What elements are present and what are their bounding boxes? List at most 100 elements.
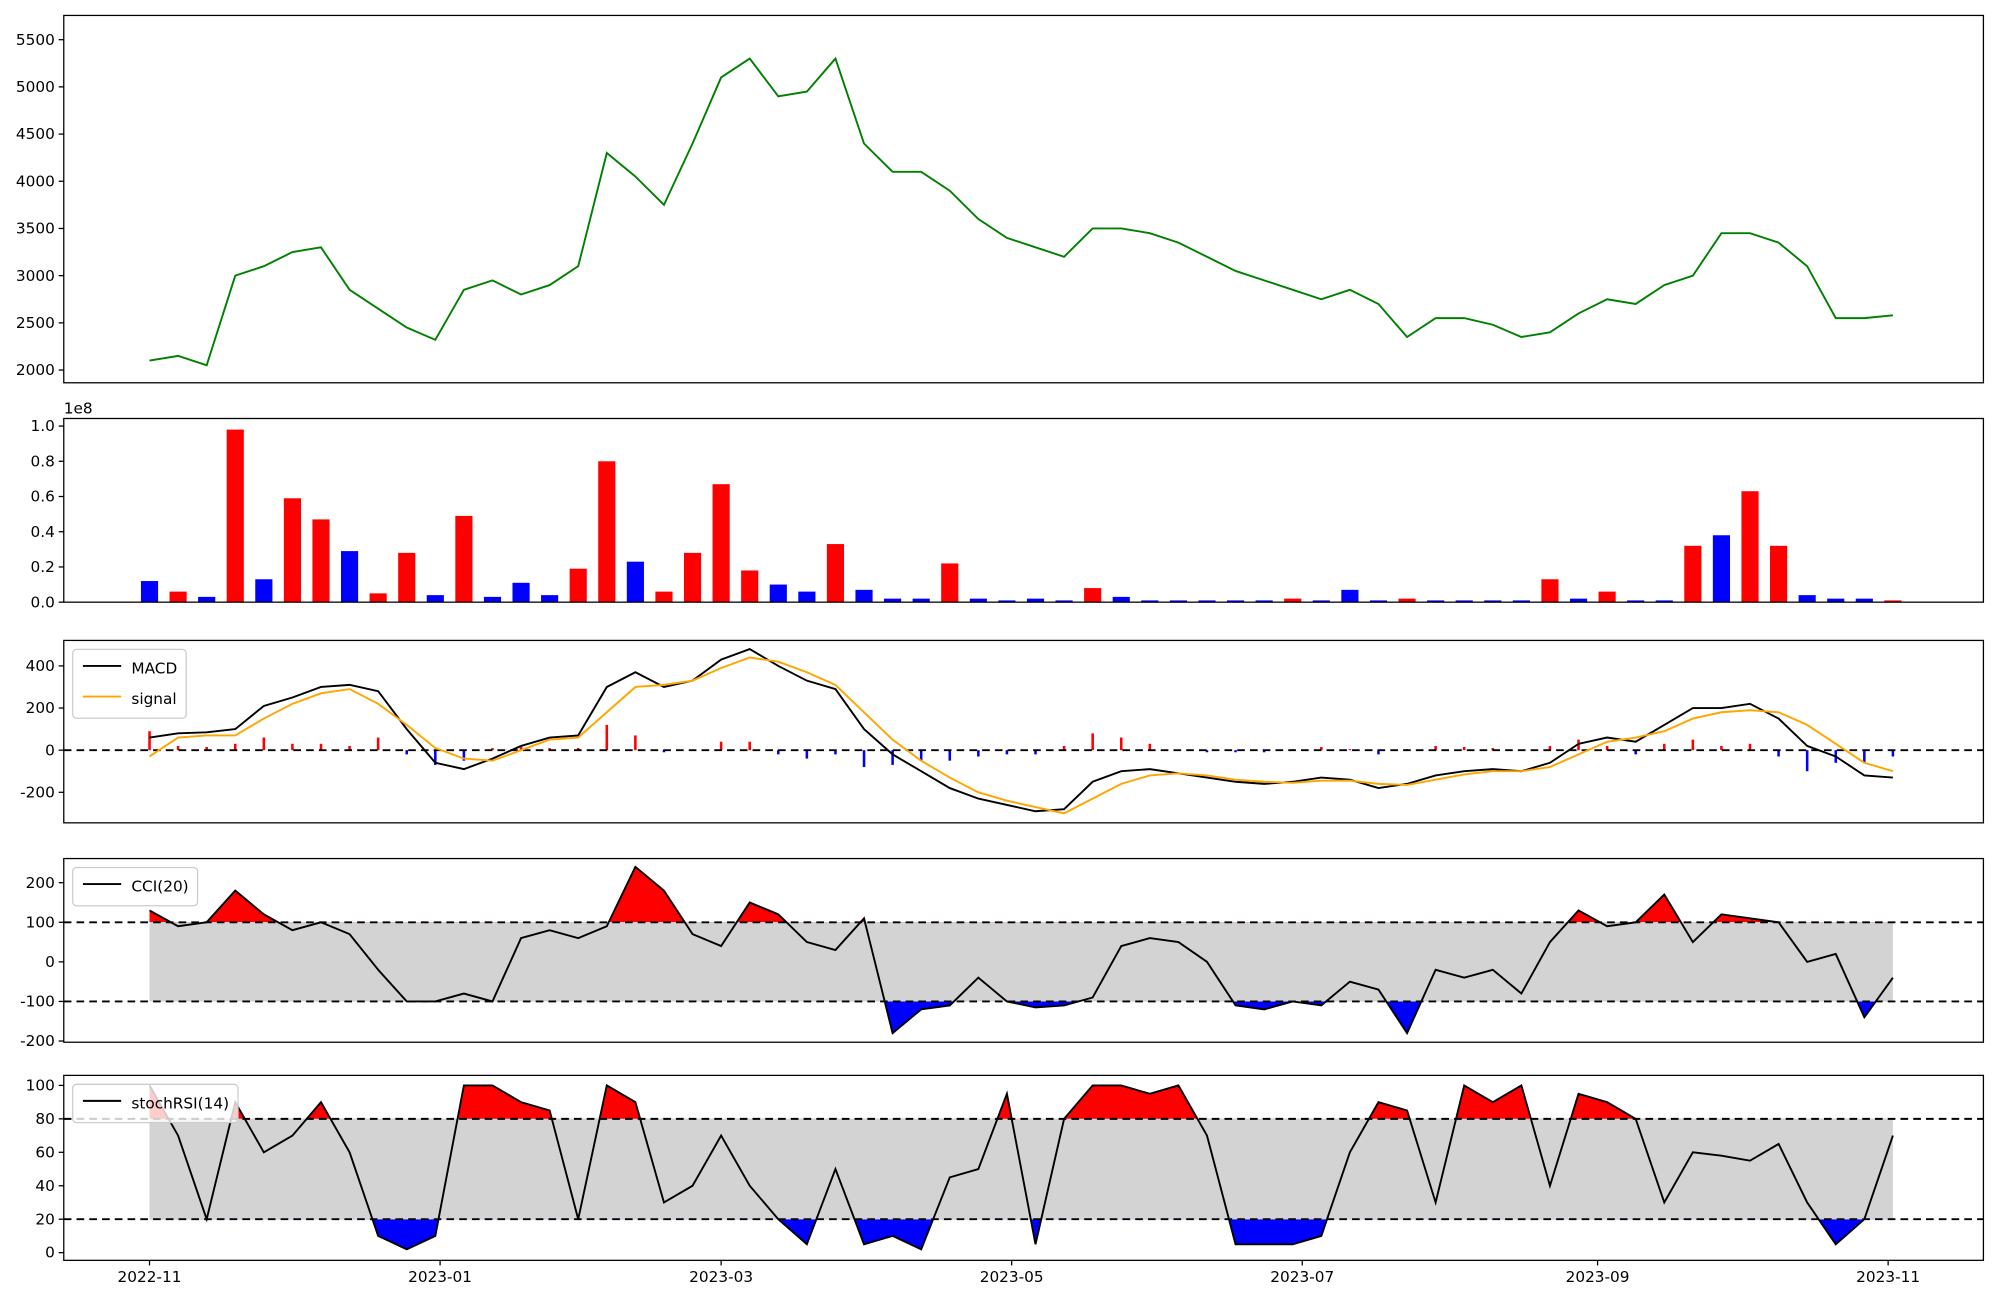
y-tick-label: 0	[45, 1244, 55, 1262]
histogram-bar	[748, 741, 751, 751]
y-tick-label: 40	[35, 1177, 54, 1195]
histogram-bar	[891, 750, 894, 765]
y-tick-label: 60	[35, 1143, 54, 1161]
volume-bar	[1312, 600, 1330, 603]
y-tick-label: 4000	[16, 172, 55, 190]
histogram-bar	[719, 741, 723, 751]
y-tick-label: 200	[26, 874, 55, 892]
volume-bar	[226, 429, 244, 603]
plot-area	[63, 1083, 1984, 1251]
volume-bar	[1169, 600, 1187, 603]
histogram-bar	[1863, 750, 1866, 763]
x-tick-label: 2023-05	[980, 1268, 1044, 1286]
histogram-bar	[148, 731, 151, 751]
volume-bar	[1284, 598, 1302, 603]
histogram-bar	[1034, 750, 1037, 755]
histogram-bar	[1062, 745, 1066, 751]
y-tick-label: 20	[35, 1210, 54, 1228]
y-tick-label: -200	[20, 1032, 55, 1050]
histogram-bar	[1548, 745, 1552, 751]
volume-bar	[855, 589, 873, 603]
y-tick-label: 2000	[16, 361, 55, 379]
volume-bar	[1369, 600, 1388, 603]
volume-bar	[655, 591, 673, 603]
y-tick-label: -100	[20, 993, 55, 1011]
histogram-bar	[262, 737, 266, 751]
panel-frame	[63, 857, 1985, 1043]
histogram-bar	[1005, 750, 1009, 755]
volume-bar	[455, 515, 473, 603]
volume-bar	[683, 552, 702, 603]
above-fill	[149, 1085, 1893, 1119]
series-line	[149, 865, 1894, 1036]
x-tick-label: 2023-09	[1566, 1268, 1630, 1286]
y-tick-label: 3000	[16, 267, 55, 285]
y-tick-label: 5500	[16, 31, 55, 49]
volume-bar	[283, 498, 301, 603]
volume-bar	[1884, 600, 1902, 603]
volume-bar	[826, 544, 845, 603]
plot-area	[63, 648, 1984, 815]
y-tick-label: 200	[26, 699, 55, 717]
volume-bar	[798, 591, 816, 603]
volume-bar	[598, 461, 616, 603]
histogram-bar	[662, 750, 666, 753]
plot-area	[140, 429, 1902, 603]
histogram-bar	[834, 750, 837, 755]
volume-bar	[1541, 579, 1559, 603]
y-tick-label: 5000	[16, 78, 55, 96]
histogram-bar	[1605, 745, 1609, 751]
volume-bar	[198, 596, 216, 603]
y-tick-label: 400	[26, 657, 55, 675]
legend-label: stochRSI(14)	[131, 1095, 229, 1113]
histogram-bar	[1320, 747, 1323, 751]
histogram-bar	[1891, 750, 1895, 757]
volume-bar	[1684, 545, 1702, 603]
band-fill	[149, 922, 1893, 1002]
y-tick-label: 0	[45, 741, 55, 759]
y-offset-label: 1e8	[64, 399, 93, 417]
histogram-bar	[805, 750, 809, 759]
x-tick-label: 2023-07	[1270, 1268, 1334, 1286]
volume-bar	[169, 591, 187, 603]
histogram-bar	[576, 748, 580, 751]
histogram-bar	[1720, 745, 1723, 751]
histogram-bar	[1434, 745, 1437, 751]
histogram-bar	[605, 724, 609, 751]
histogram-bar	[205, 747, 208, 751]
volume-bar	[1655, 600, 1673, 603]
plot-area	[63, 865, 1984, 1036]
volume-bar	[741, 570, 759, 603]
volume-bar	[1484, 600, 1502, 603]
histogram-bar	[376, 737, 380, 751]
x-tick-label: 2022-11	[118, 1268, 182, 1286]
volume-bar	[1855, 598, 1873, 603]
y-tick-label: 0.8	[31, 452, 55, 470]
histogram-bar	[777, 750, 780, 755]
volume-bar	[1712, 535, 1731, 603]
volume-bar	[1198, 600, 1216, 603]
volume-bar	[1255, 600, 1273, 603]
histogram-bar	[1748, 743, 1752, 751]
histogram-bar	[1634, 750, 1637, 755]
volume-bar	[255, 579, 273, 603]
histogram-bar	[634, 735, 637, 751]
histogram-bar	[1091, 733, 1094, 751]
volume-bar	[483, 596, 502, 603]
histogram-bar	[1348, 749, 1352, 751]
histogram-bar	[319, 743, 323, 751]
volume-bar	[1569, 598, 1588, 603]
histogram-bar	[1119, 737, 1123, 751]
y-tick-label: 0.0	[31, 593, 55, 611]
histogram-bar	[491, 748, 494, 751]
volume-bar	[140, 581, 159, 603]
volume-bar	[1741, 491, 1759, 603]
histogram-bar	[548, 748, 551, 751]
volume-bar	[1398, 598, 1416, 603]
legend: MACD signal	[72, 648, 187, 719]
histogram-bar	[291, 743, 294, 751]
histogram-bar	[462, 750, 466, 761]
histogram-bar	[919, 750, 923, 761]
